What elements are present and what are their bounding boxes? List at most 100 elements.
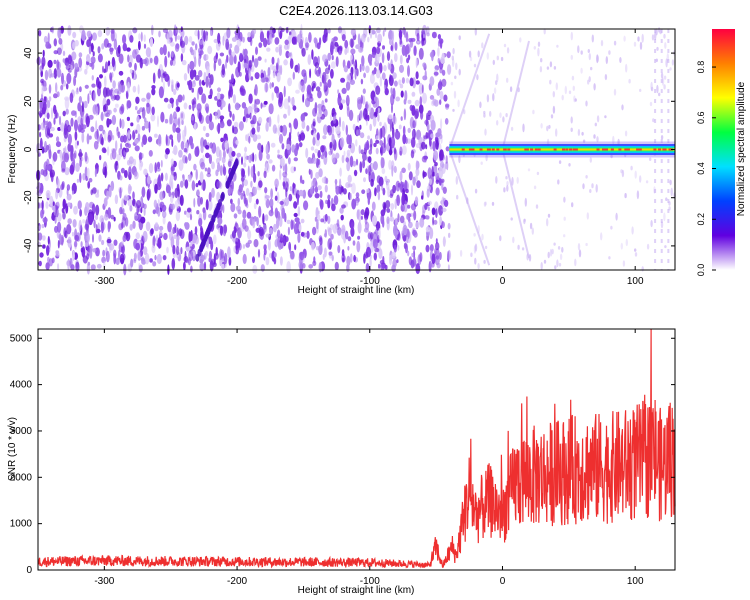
heatmap-cell [540,262,543,270]
heatmap-cell [589,189,592,193]
heatmap-cell [88,213,94,226]
heatmap-cell [177,187,180,198]
heatmap-cell [109,47,114,55]
heatmap-cell [361,189,366,194]
heatmap-cell [286,261,291,273]
heatmap-cell [306,84,312,95]
heatmap-cell [401,44,407,57]
heatmap-cell [276,217,280,229]
heatmap-cell [455,62,458,71]
heatmap-cell [203,261,207,271]
heatmap-cell [399,64,404,73]
heatmap-cell [434,170,438,178]
heatmap-cell [376,175,381,184]
heatmap-cell [86,30,92,38]
heatmap-cell [489,110,492,117]
heatmap-cell [531,227,534,235]
heatmap-cell [182,174,185,179]
heatmap-cell [165,184,171,194]
heatmap-cell [321,177,326,184]
heatmap-cell [178,149,183,158]
heatmap-cell [278,44,283,49]
heatmap-cell [646,243,650,250]
heatmap-cell [271,92,274,101]
heatmap-cell [55,205,58,211]
heatmap-cell [138,159,143,171]
heatmap-cell [238,121,244,131]
heatmap-cell [571,202,574,208]
heatmap-cell [586,212,589,220]
heatmap-cell [234,44,240,54]
carrier-peak [626,148,630,151]
heatmap-cell [229,43,233,49]
heatmap-cell [195,183,199,188]
heatmap-cell [363,253,366,264]
heatmap-cell [200,145,204,154]
heatmap-cell [254,153,257,162]
heatmap-cell [245,73,250,83]
heatmap-cell [373,142,377,148]
heatmap-cell [596,55,599,63]
heatmap-cell [56,178,60,189]
heatmap-cell [157,206,161,217]
heatmap-cell [444,118,449,125]
heatmap-cell [350,48,356,55]
heatmap-cell [74,130,78,141]
heatmap-cell [341,154,345,164]
heatmap-cell [358,47,364,53]
heatmap-cell [578,249,582,258]
heatmap-cell [485,154,488,162]
heatmap-cell [213,38,218,44]
heatmap-cell [479,101,482,109]
heatmap-cell [390,203,395,210]
heatmap-cell [649,157,652,161]
heatmap-cell [410,203,417,211]
heatmap-cell [143,34,146,42]
heatmap-cell [53,68,58,79]
heatmap-cell [369,123,373,132]
heatmap-cell [412,176,416,186]
heatmap-cell [389,189,394,197]
heatmap-cell [656,46,659,51]
heatmap-cell [341,204,346,209]
heatmap-cell [194,75,200,81]
heatmap-cell [327,194,331,200]
heatmap-cell [323,124,328,136]
heatmap-cell [390,93,395,106]
heatmap-cell [388,159,392,170]
heatmap-cell [175,210,181,222]
heatmap-cell [135,129,138,134]
heatmap-cell [258,149,263,162]
heatmap-cell [152,72,156,84]
heatmap-cell [66,224,72,235]
heatmap-cell [312,82,316,89]
heatmap-cell [45,262,50,270]
heatmap-cell [92,51,95,57]
carrier-peak [565,148,569,151]
heatmap-cell [117,131,121,139]
heatmap-cell [143,246,148,256]
heatmap-cell [301,179,305,185]
heatmap-cell [199,39,203,46]
heatmap-cell [391,251,396,259]
heatmap-cell [537,41,541,47]
heatmap-cell [368,164,372,177]
heatmap-cell [426,188,430,198]
heatmap-cell [107,119,112,125]
heatmap-cell [324,150,328,158]
heatmap-cell [283,59,288,66]
heatmap-cell [339,137,345,148]
heatmap-cell [112,135,115,141]
heatmap-cell [595,184,598,193]
heatmap-cell [483,201,487,207]
heatmap-cell [151,24,154,36]
heatmap-cell [87,261,91,266]
heatmap-cell [529,222,533,230]
heatmap-cell [219,165,223,176]
heatmap-cell [51,107,53,119]
heatmap-cell [202,209,207,221]
heatmap-cell [78,148,82,160]
heatmap-cell [391,103,393,114]
heatmap-cell [295,89,300,94]
heatmap-cell [580,50,583,55]
